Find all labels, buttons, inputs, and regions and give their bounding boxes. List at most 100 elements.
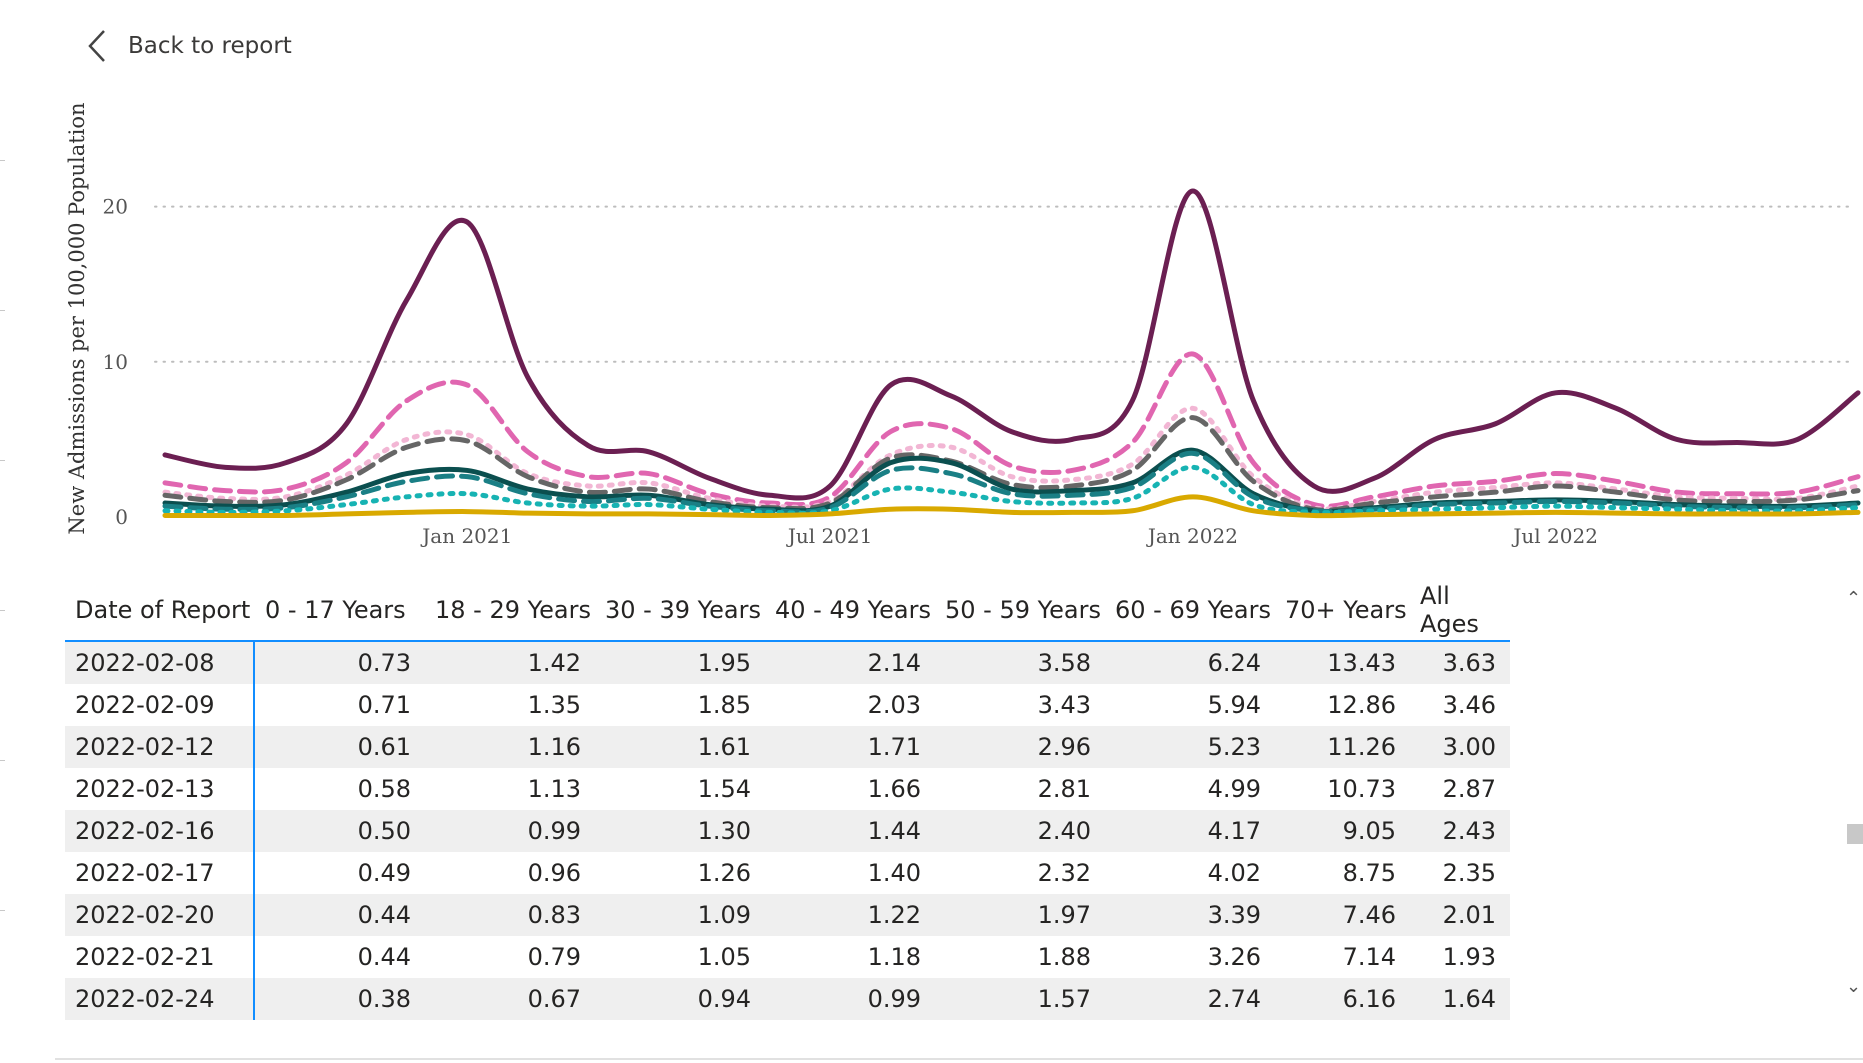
value-cell: 0.58 [357, 775, 411, 803]
table-row[interactable]: 2022-02-12 0.61 1.16 1.61 1.71 2.96 5.23 11.26 3… [65, 726, 1510, 768]
chart-gridlines [154, 205, 1856, 363]
series-line-3 [162, 405, 1861, 512]
y-tick-label: 10 [103, 350, 128, 374]
value-cell: 1.88 [1037, 943, 1091, 971]
series-line-2 [162, 351, 1861, 509]
value-cell: 1.44 [867, 817, 921, 845]
table-row[interactable]: 2022-02-20 0.44 0.83 1.09 1.22 1.97 3.39 7.46 2.… [65, 894, 1510, 936]
y-axis-label: New Admissions per 100,000 Population [65, 102, 89, 534]
value-cell: 1.30 [697, 817, 751, 845]
date-cell: 2022-02-24 [65, 978, 255, 1020]
value-cell: 0.79 [527, 943, 581, 971]
value-cell: 0.73 [357, 649, 411, 677]
series-line-7 [162, 464, 1861, 516]
column-header[interactable]: 50 - 59 Years [945, 596, 1101, 624]
column-header[interactable]: 60 - 69 Years [1115, 596, 1271, 624]
admissions-line-chart: 0 10 20 New Admissions per 100,000 Populat… [65, 102, 1861, 548]
value-cell: 1.95 [697, 649, 751, 677]
table-scrollbar[interactable]: ⌃ ⌄ [1843, 582, 1863, 1002]
value-cell: 0.99 [867, 985, 921, 1013]
date-cell: 2022-02-16 [65, 810, 255, 852]
value-cell: 1.05 [697, 943, 751, 971]
date-cell: 2022-02-13 [65, 768, 255, 810]
value-cell: 0.44 [357, 943, 411, 971]
value-cell: 9.05 [1342, 817, 1396, 845]
back-to-report-button[interactable]: Back to report [86, 26, 292, 66]
value-cell: 1.97 [1037, 901, 1091, 929]
value-cell: 2.40 [1037, 817, 1091, 845]
column-header[interactable]: All Ages [1420, 582, 1479, 638]
column-header[interactable]: 70+ Years [1285, 596, 1407, 624]
value-cell: 7.14 [1342, 943, 1396, 971]
value-cell: 1.22 [867, 901, 921, 929]
column-header[interactable]: 0 - 17 Years [265, 596, 406, 624]
chevron-up-icon[interactable]: ⌃ [1846, 588, 1862, 609]
value-cell: 1.54 [697, 775, 751, 803]
value-cell: 8.75 [1342, 859, 1396, 887]
page-bottom-divider [55, 1058, 1863, 1060]
column-header[interactable]: 40 - 49 Years [775, 596, 931, 624]
value-cell: 2.81 [1037, 775, 1091, 803]
value-cell: 1.85 [697, 691, 751, 719]
value-cell: 6.16 [1342, 985, 1396, 1013]
value-cell: 3.39 [1207, 901, 1261, 929]
value-cell: 1.42 [527, 649, 581, 677]
value-cell: 0.67 [527, 985, 581, 1013]
value-cell: 2.96 [1037, 733, 1091, 761]
value-cell: 6.24 [1207, 649, 1261, 677]
value-cell: 1.71 [867, 733, 921, 761]
value-cell: 2.87 [1442, 775, 1496, 803]
value-cell: 2.74 [1207, 985, 1261, 1013]
value-cell: 0.38 [357, 985, 411, 1013]
value-cell: 1.26 [697, 859, 751, 887]
value-cell: 2.32 [1037, 859, 1091, 887]
value-cell: 0.49 [357, 859, 411, 887]
column-header[interactable]: Date of Report [75, 596, 251, 624]
value-cell: 3.46 [1442, 691, 1496, 719]
value-cell: 2.14 [867, 649, 921, 677]
value-cell: 0.96 [527, 859, 581, 887]
value-cell: 2.35 [1442, 859, 1496, 887]
table-row[interactable]: 2022-02-24 0.38 0.67 0.94 0.99 1.57 2.74 6.16 1.… [65, 978, 1510, 1020]
y-tick-label: 20 [103, 195, 128, 219]
value-cell: 0.94 [697, 985, 751, 1013]
value-cell: 1.16 [527, 733, 581, 761]
x-tick-label: Jan 2022 [1146, 524, 1238, 548]
scroll-thumb[interactable] [1847, 824, 1863, 844]
table-row[interactable]: 2022-02-09 0.71 1.35 1.85 2.03 3.43 5.94 12.86 3… [65, 684, 1510, 726]
value-cell: 1.57 [1037, 985, 1091, 1013]
table-row[interactable]: 2022-02-08 0.73 1.42 1.95 2.14 3.58 6.24 13.43 3… [65, 642, 1510, 684]
series-line-8 [162, 494, 1861, 519]
table-row[interactable]: 2022-02-16 0.50 0.99 1.30 1.44 2.40 4.17 9.05 2.… [65, 810, 1510, 852]
value-cell: 1.40 [867, 859, 921, 887]
table-row[interactable]: 2022-02-17 0.49 0.96 1.26 1.40 2.32 4.02 8.75 2.… [65, 852, 1510, 894]
admissions-table: Date of Report 0 - 17 Years 18 - 29 Years 3… [65, 580, 1510, 1020]
x-tick-label: Jul 2022 [1511, 524, 1598, 548]
value-cell: 0.71 [357, 691, 411, 719]
chevron-left-icon [86, 28, 108, 64]
date-cell: 2022-02-20 [65, 894, 255, 936]
value-cell: 4.02 [1207, 859, 1261, 887]
value-cell: 2.03 [867, 691, 921, 719]
value-cell: 1.61 [697, 733, 751, 761]
value-cell: 0.83 [527, 901, 581, 929]
value-cell: 0.99 [527, 817, 581, 845]
table-row[interactable]: 2022-02-21 0.44 0.79 1.05 1.18 1.88 3.26 7.14 1.… [65, 936, 1510, 978]
value-cell: 3.58 [1037, 649, 1091, 677]
chart-series [162, 188, 1861, 519]
chart-y-axis: 0 10 20 [103, 195, 128, 529]
value-cell: 4.17 [1207, 817, 1261, 845]
value-cell: 3.43 [1037, 691, 1091, 719]
value-cell: 5.94 [1207, 691, 1261, 719]
chevron-down-icon[interactable]: ⌄ [1846, 976, 1862, 997]
column-header[interactable]: 18 - 29 Years [435, 596, 591, 624]
value-cell: 5.23 [1207, 733, 1261, 761]
column-header[interactable]: 30 - 39 Years [605, 596, 761, 624]
back-to-report-label: Back to report [128, 33, 292, 59]
series-line-1 [162, 188, 1861, 501]
table-row[interactable]: 2022-02-13 0.58 1.13 1.54 1.66 2.81 4.99 10.73 2… [65, 768, 1510, 810]
window-edge-ticks [0, 0, 6, 1063]
date-cell: 2022-02-08 [65, 642, 255, 684]
value-cell: 0.61 [357, 733, 411, 761]
value-cell: 1.18 [867, 943, 921, 971]
